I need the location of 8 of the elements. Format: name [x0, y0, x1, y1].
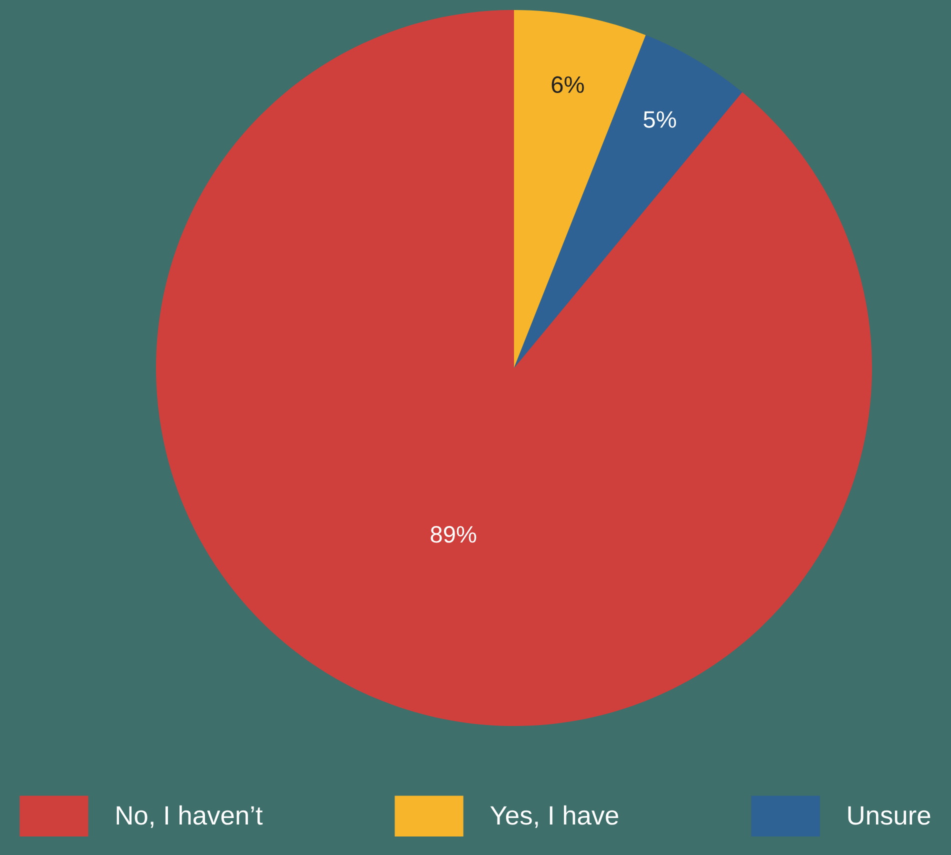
legend-label: Unsure — [848, 806, 930, 825]
legend-label: Yes, I have — [490, 805, 618, 828]
data-label: 5% — [644, 111, 676, 128]
pie-slice — [156, 10, 872, 726]
data-label: 89% — [430, 526, 476, 543]
data-label: 6% — [552, 76, 584, 94]
pie-slice — [514, 35, 742, 368]
legend-label: No, I haven’t — [116, 805, 263, 828]
